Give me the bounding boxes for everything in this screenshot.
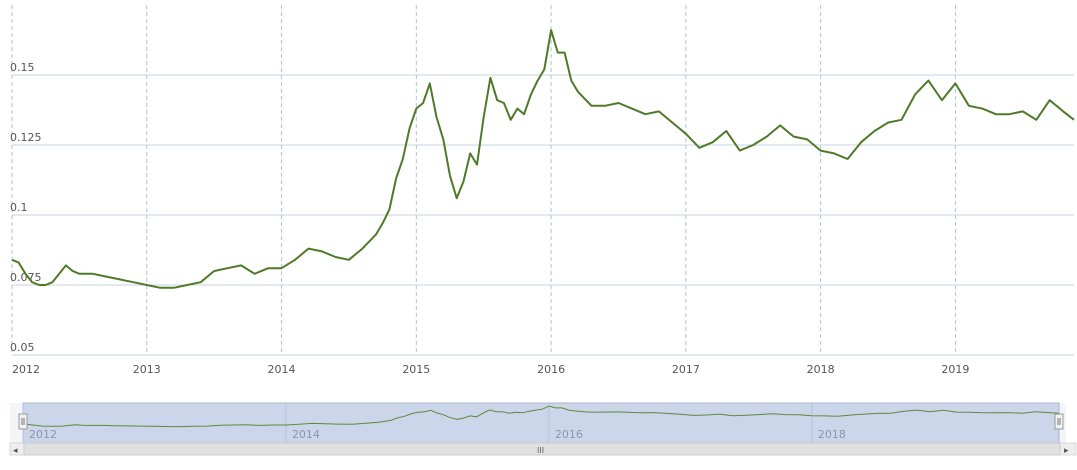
scrollbar-thumb[interactable] [23,442,1061,456]
y-tick-label: 0.1 [10,201,28,214]
y-tick-label: 0.05 [10,341,35,354]
navigator-label: 2014 [292,428,320,441]
scrollbar-left-arrow[interactable]: ◂ [13,446,18,456]
x-tick-label: 2018 [807,363,835,376]
navigator-label: 2016 [555,428,583,441]
x-tick-label: 2019 [941,363,969,376]
scrollbar-grip[interactable]: III [537,446,544,455]
y-tick-label: 0.125 [10,131,42,144]
navigator-label: 2018 [818,428,846,441]
x-tick-label: 2016 [537,363,565,376]
scrollbar-right-arrow[interactable]: ▸ [1064,446,1069,456]
x-tick-label: 2013 [133,363,161,376]
x-tick-label: 2015 [402,363,430,376]
series-line[interactable] [11,29,1075,289]
x-tick-label: 2014 [268,363,296,376]
x-tick-label: 2017 [672,363,700,376]
y-tick-label: 0.075 [10,271,42,284]
navigator-labels: 2012 2014 2016 2018 [29,428,846,441]
y-axis-tick-labels: 0.05 0.075 0.1 0.125 0.15 [10,61,42,354]
vertical-gridlines [11,5,956,355]
navigator-handle-right[interactable] [1054,413,1064,430]
navigator-handle-left[interactable] [18,413,28,430]
x-axis-tick-labels: 2012 2013 2014 2015 2016 2017 2018 2019 [12,363,969,376]
navigator-series-line [22,405,1060,428]
y-tick-label: 0.15 [10,61,35,74]
x-tick-label: 2012 [12,363,40,376]
navigator-label: 2012 [29,428,57,441]
